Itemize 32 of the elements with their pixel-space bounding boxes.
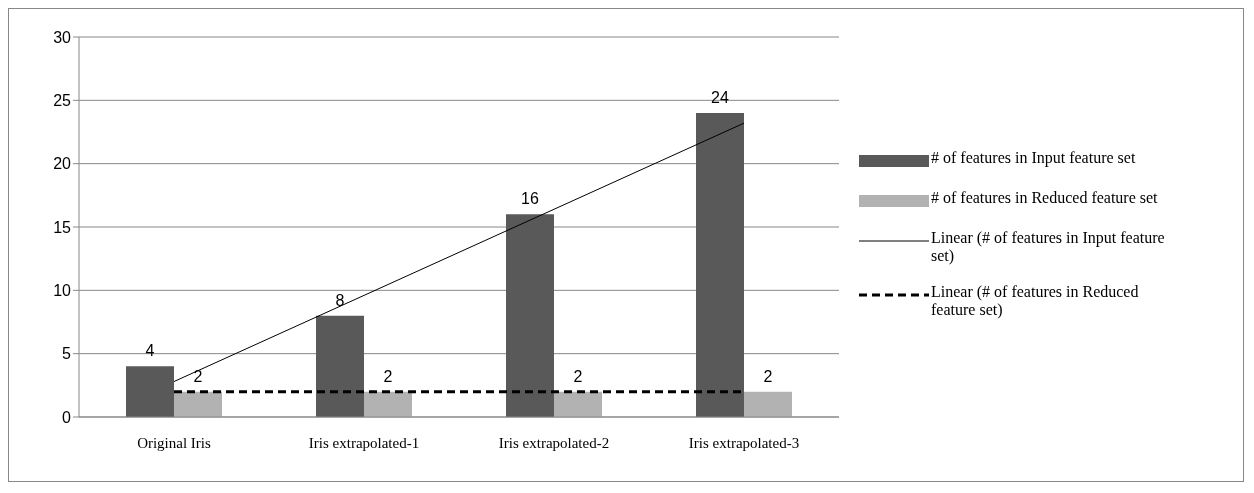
x-tick-label: Iris extrapolated-3 [688,434,800,451]
data-label: 24 [711,89,729,106]
data-label: 2 [763,367,773,385]
y-tick-label: 5 [62,345,72,363]
bar [174,391,222,417]
bar [126,366,174,417]
data-label: 4 [145,342,155,360]
bar [506,214,554,417]
y-tick-label: 25 [53,92,72,110]
data-label: 2 [573,367,583,385]
x-tick-label: Iris extrapolated-2 [498,434,610,451]
data-label: 2 [193,367,203,385]
legend-label: Linear (# of features in Reduced feature set) [931,283,1140,319]
legend-label: # of features in Input feature set [931,149,1137,167]
legend-label: # of features in Reduced feature set [931,189,1159,207]
x-tick-label: Iris extrapolated-1 [308,434,420,451]
line-series [173,122,745,383]
bar [696,113,744,417]
bar [364,391,412,417]
y-tick-label: 0 [62,408,72,426]
y-tick-label: 15 [53,218,72,236]
bar [744,391,792,417]
y-tick-label: 20 [53,155,72,173]
y-tick-label: 30 [53,28,72,46]
data-label: 8 [335,291,345,309]
legend-label: Linear (# of features in Input feature set) [931,229,1166,265]
data-label: 16 [521,190,539,208]
data-label: 2 [383,367,393,385]
bar [554,391,602,417]
y-tick-label: 10 [53,282,72,300]
x-tick-label: Original Iris [137,434,212,451]
bar [316,315,364,417]
